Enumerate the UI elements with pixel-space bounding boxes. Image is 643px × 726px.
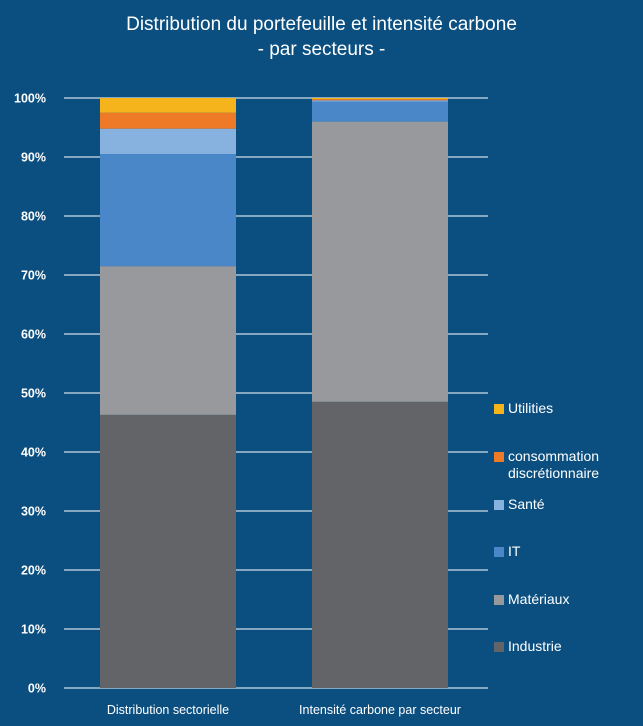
legend-label-0: Industrie	[508, 638, 562, 654]
legend-label-2: IT	[508, 543, 521, 559]
legend-item-2: IT	[494, 543, 520, 560]
y-tick-label-2: 20%	[21, 564, 46, 578]
bar-segment-1-3	[312, 100, 448, 102]
legend-swatch-3	[494, 500, 504, 510]
y-tick-label-1: 10%	[21, 623, 46, 637]
bar-segment-1-5	[312, 98, 448, 100]
bar-segment-1-2	[312, 101, 448, 122]
legend-label-5: Utilities	[508, 400, 554, 416]
y-tick-label-3: 30%	[21, 505, 46, 519]
x-tick-label-0: Distribution sectorielle	[107, 703, 229, 717]
legend-label-4: consommation discrétionnaire	[508, 448, 600, 481]
y-tick-label-4: 40%	[21, 446, 46, 460]
bar-segment-0-0	[100, 414, 236, 688]
x-tick-label-1: Intensité carbone par secteur	[299, 703, 461, 717]
legend-label-3: Santé	[508, 496, 545, 512]
chart-title-line-1: Distribution du portefeuille et intensit…	[126, 14, 517, 35]
legend-item-1: Matériaux	[494, 591, 569, 608]
bar-segment-0-1	[100, 266, 236, 415]
legend-label-1: Matériaux	[508, 591, 570, 607]
bar-segment-1-1	[312, 121, 448, 402]
y-tick-label-9: 90%	[21, 151, 46, 165]
bar-segment-0-5	[100, 98, 236, 113]
y-tick-label-6: 60%	[21, 328, 46, 342]
bar-segment-0-3	[100, 128, 236, 155]
y-tick-label-10: 100%	[14, 92, 46, 106]
bar-segment-0-4	[100, 112, 236, 129]
y-tick-label-8: 80%	[21, 210, 46, 224]
legend-item-5: Utilities	[494, 400, 553, 417]
legend-item-4: consommation discrétionnaire	[494, 448, 599, 482]
legend-swatch-4	[494, 452, 504, 462]
bar-segment-1-4	[312, 99, 448, 101]
legend-swatch-5	[494, 404, 504, 414]
legend-item-0: Industrie	[494, 638, 562, 655]
chart-title-line-2: - par secteurs -	[257, 39, 386, 60]
y-tick-label-5: 50%	[21, 387, 46, 401]
y-tick-label-7: 70%	[21, 269, 46, 283]
bar-segment-0-2	[100, 154, 236, 267]
legend-item-3: Santé	[494, 496, 545, 513]
y-tick-label-0: 0%	[28, 682, 46, 696]
bar-segment-1-0	[312, 401, 448, 688]
legend-swatch-1	[494, 595, 504, 605]
legend-swatch-0	[494, 642, 504, 652]
legend-swatch-2	[494, 547, 504, 557]
